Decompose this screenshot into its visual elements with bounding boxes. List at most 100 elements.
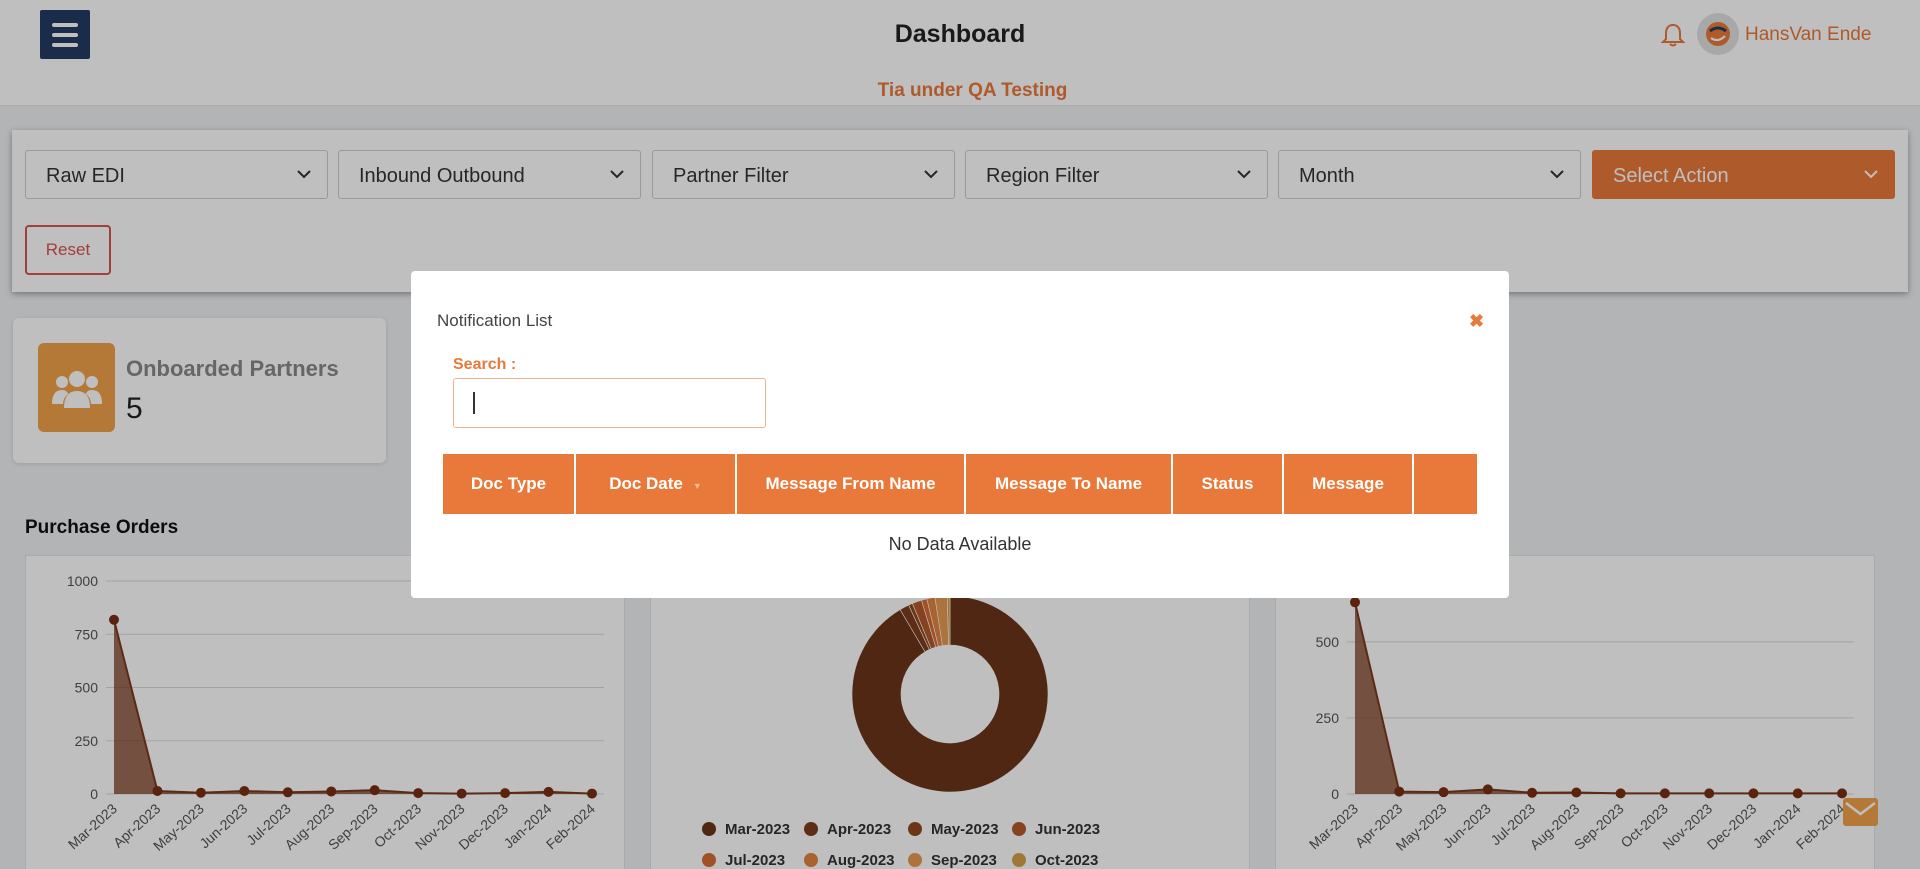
mail-icon[interactable] (1843, 798, 1878, 826)
purchase-orders-area-chart: 02505007501000Mar-2023Apr-2023May-2023Ju… (65, 573, 604, 854)
legend-label[interactable]: May-2023 (931, 821, 999, 838)
series-line (113, 619, 593, 795)
partner-filter-select-label: Partner Filter (673, 165, 789, 187)
user-name[interactable]: HansVan Ende (1745, 24, 1872, 45)
chevron-down-icon (297, 170, 311, 179)
legend-marker (908, 853, 922, 867)
column-actions[interactable] (1414, 454, 1477, 514)
y-tick-label: 250 (1316, 710, 1340, 726)
notification-table-header: Doc Type Doc Date ▼ Message From Name Mes… (443, 454, 1477, 514)
data-point[interactable] (456, 788, 467, 799)
y-tick-label: 0 (90, 786, 98, 802)
y-tick-label: 0 (1331, 786, 1339, 802)
column-message-to-name[interactable]: Message To Name (966, 454, 1173, 514)
region-filter-select[interactable]: Region Filter (965, 150, 1268, 199)
data-point[interactable] (1482, 784, 1493, 795)
data-point[interactable] (369, 785, 380, 796)
close-icon[interactable]: ✖ (1469, 311, 1485, 331)
legend-label[interactable]: Aug-2023 (827, 852, 895, 869)
bell-icon[interactable] (1661, 22, 1685, 48)
legend-marker (702, 822, 716, 836)
avatar[interactable] (1697, 13, 1739, 55)
data-point[interactable] (1837, 788, 1847, 799)
legend-label[interactable]: Sep-2023 (931, 852, 997, 869)
data-point[interactable] (1615, 788, 1626, 799)
donut-slice[interactable] (851, 595, 1049, 793)
hamburger-menu-icon[interactable] (40, 10, 90, 59)
onboarded-partners-value: 5 (126, 392, 143, 425)
column-doc-date-label: Doc Date (609, 474, 683, 493)
data-point[interactable] (1748, 788, 1759, 799)
monthly-donut-chart: Mar-2023 Apr-2023 May-2023 Jun-2023 Jul-2023… (702, 595, 1100, 869)
column-message-from-name-label: Message From Name (765, 474, 936, 493)
data-point[interactable] (543, 786, 554, 797)
select-action-dropdown[interactable]: Select Action (1592, 150, 1895, 199)
notification-list-modal: Notification List ✖ Search : Doc Type Do… (411, 271, 1509, 598)
onboarded-partners-card: Onboarded Partners 5 (13, 318, 386, 463)
legend-label[interactable]: Jul-2023 (725, 852, 785, 869)
search-input[interactable] (453, 378, 766, 428)
environment-label: Tia under QA Testing (877, 80, 1068, 101)
legend-label[interactable]: Mar-2023 (725, 821, 790, 838)
month-select-label: Month (1299, 165, 1355, 187)
y-tick-label: 500 (1316, 634, 1340, 650)
data-point[interactable] (1704, 788, 1715, 799)
y-tick-label: 750 (75, 626, 99, 642)
legend-marker (908, 822, 922, 836)
data-point[interactable] (500, 788, 511, 799)
user-avatar-icon (1706, 22, 1730, 46)
text-cursor (473, 392, 475, 414)
series-line (1354, 602, 1842, 795)
column-doc-date[interactable]: Doc Date ▼ (576, 454, 737, 514)
column-message[interactable]: Message (1284, 454, 1414, 514)
legend-label[interactable]: Apr-2023 (827, 821, 891, 838)
chevron-down-icon (610, 170, 624, 179)
chevron-down-icon (924, 170, 938, 179)
legend-label[interactable]: Jun-2023 (1035, 821, 1100, 838)
modal-title: Notification List (437, 311, 553, 330)
column-message-label: Message (1312, 474, 1384, 493)
data-point[interactable] (282, 787, 293, 798)
partner-filter-select[interactable]: Partner Filter (652, 150, 955, 199)
filter-panel: Raw EDI Inbound Outbound Partner Filter … (12, 130, 1908, 292)
data-point[interactable] (1438, 787, 1449, 798)
legend-label[interactable]: Oct-2023 (1035, 852, 1098, 869)
users-icon (38, 343, 115, 432)
region-filter-select-label: Region Filter (986, 165, 1100, 187)
data-point[interactable] (239, 786, 250, 797)
y-tick-label: 1000 (67, 573, 98, 589)
inbound-outbound-select[interactable]: Inbound Outbound (338, 150, 641, 199)
column-message-from-name[interactable]: Message From Name (737, 454, 966, 514)
data-point[interactable] (109, 614, 119, 625)
data-point[interactable] (1571, 787, 1582, 798)
column-doc-type-label: Doc Type (470, 474, 547, 493)
column-status[interactable]: Status (1173, 454, 1284, 514)
second-area-chart-card: 0 250 500 Mar-2023 Apr-2023 May-2023 Jun-2023 J… (1275, 555, 1875, 869)
data-point[interactable] (152, 786, 163, 797)
data-point[interactable] (1394, 786, 1405, 797)
month-select[interactable]: Month (1278, 150, 1581, 199)
raw-edi-select[interactable]: Raw EDI (25, 150, 328, 199)
reset-button[interactable]: Reset (25, 225, 111, 275)
data-point[interactable] (587, 788, 597, 799)
raw-edi-select-label: Raw EDI (46, 165, 125, 187)
data-point[interactable] (1659, 788, 1670, 799)
column-message-to-name-label: Message To Name (994, 474, 1143, 493)
data-point[interactable] (326, 786, 337, 797)
legend-marker (1012, 853, 1026, 867)
data-point[interactable] (1792, 788, 1803, 799)
data-point[interactable] (1527, 787, 1538, 798)
legend-marker (702, 853, 716, 867)
data-point[interactable] (413, 788, 424, 799)
column-doc-type[interactable]: Doc Type (443, 454, 576, 514)
no-data-message: No Data Available (888, 534, 1032, 554)
chevron-down-icon (1550, 170, 1564, 179)
top-header: Dashboard Tia under QA Testing HansVan E… (0, 0, 1920, 106)
column-status-label: Status (1201, 474, 1254, 493)
legend-marker (804, 822, 818, 836)
data-point[interactable] (1350, 597, 1360, 608)
data-point[interactable] (195, 787, 206, 798)
y-tick-label: 500 (75, 680, 99, 696)
select-action-label: Select Action (1613, 165, 1729, 187)
legend-marker (804, 853, 818, 867)
